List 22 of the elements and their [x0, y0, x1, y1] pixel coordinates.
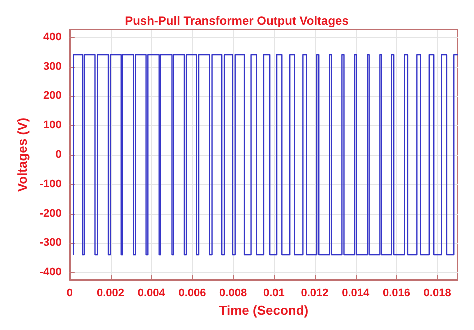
y-tick-label: -100	[40, 178, 62, 190]
y-tick-label: -300	[40, 237, 62, 250]
x-tick-label: 0.018	[424, 288, 452, 300]
x-tick-label: 0.004	[138, 288, 166, 300]
y-tick-label: 0	[56, 149, 62, 161]
y-axis-title: Voltages (V)	[15, 118, 30, 192]
x-tick-label: 0.016	[382, 288, 410, 300]
y-tick-label: -200	[40, 208, 62, 220]
x-tick-label: 0.01	[263, 288, 285, 300]
x-tick-label: 0.014	[342, 288, 371, 300]
y-tick-label: 200	[44, 90, 62, 102]
y-tick-label: 400	[44, 31, 62, 44]
y-tick-label: -400	[40, 266, 62, 279]
x-tick-label: 0.012	[301, 288, 329, 300]
x-tick-label: 0.008	[220, 288, 248, 300]
x-tick-label: 0	[66, 288, 73, 300]
x-tick-label: 0.006	[178, 288, 206, 300]
x-axis-title: Time (Second)	[219, 303, 309, 318]
y-tick-label: 100	[44, 120, 62, 132]
chart-title: Push-Pull Transformer Output Voltages	[125, 14, 350, 28]
x-tick-label: 0.002	[97, 288, 125, 300]
y-tick-label: 300	[44, 60, 62, 73]
